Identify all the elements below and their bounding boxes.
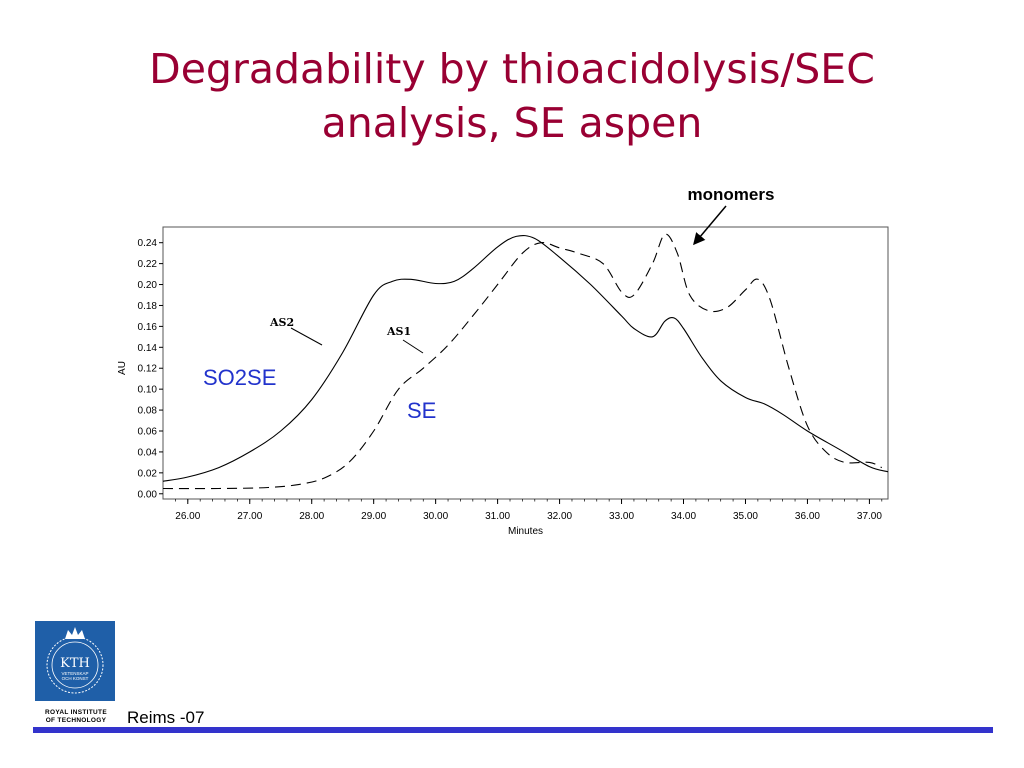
x-tick-label: 34.00: [671, 511, 696, 522]
x-tick-label: 35.00: [733, 511, 758, 522]
logo-caption: ROYAL INSTITUTE OF TECHNOLOGY: [35, 709, 117, 725]
as1-pointer: [402, 339, 424, 354]
y-tick-label: 0.16: [138, 322, 158, 333]
y-tick-label: 0.14: [138, 343, 158, 354]
x-tick-label: 36.00: [795, 511, 820, 522]
x-tick-label: 33.00: [609, 511, 634, 522]
logo-caption-line2: OF TECHNOLOGY: [45, 717, 107, 724]
as1-label: AS1: [386, 325, 411, 338]
x-axis-label: Minutes: [508, 526, 543, 537]
x-tick-label: 29.00: [361, 511, 386, 522]
x-tick-label: 26.00: [175, 511, 200, 522]
logo-caption-line1: ROYAL INSTITUTE: [45, 709, 107, 716]
x-tick-label: 30.00: [423, 511, 448, 522]
y-tick-label: 0.20: [138, 280, 158, 291]
y-tick-label: 0.24: [138, 238, 158, 249]
y-tick-label: 0.22: [138, 259, 158, 270]
y-axis: 0.00 0.02 0.04 0.06 0.08 0.10 0.12 0.14 0.16 0.18…: [138, 238, 163, 500]
monomers-arrow: [693, 205, 727, 246]
y-tick-label: 0.10: [138, 385, 158, 396]
series-group: [162, 233, 889, 490]
se-label: SE: [407, 398, 436, 423]
footer-text: Reims -07: [127, 708, 205, 727]
x-tick-label: 32.00: [547, 511, 572, 522]
x-axis: 26.00 27.00 28.00 29.00 30.00 31.00 32.00 33.00…: [175, 499, 882, 522]
y-tick-label: 0.06: [138, 427, 158, 438]
kth-logo: KTH VETENSKAP OCH KONST: [35, 621, 115, 701]
logo-subtext2: OCH KONST: [62, 676, 89, 681]
x-tick-label: 37.00: [857, 511, 882, 522]
plot-frame: [162, 226, 889, 500]
as2-pointer: [290, 327, 323, 346]
y-tick-label: 0.08: [138, 406, 158, 417]
y-tick-label: 0.04: [138, 447, 158, 458]
x-tick-label: 31.00: [485, 511, 510, 522]
series-line-as2: [162, 234, 889, 482]
so2se-label: SO2SE: [203, 365, 276, 390]
y-axis-label: AU: [117, 361, 128, 375]
as2-label: AS2: [269, 316, 294, 329]
logo-subtext1: VETENSKAP: [61, 671, 88, 676]
page-title-line2: analysis, SE aspen: [321, 99, 703, 147]
monomers-label: monomers: [688, 185, 775, 204]
y-tick-label: 0.12: [138, 364, 158, 375]
logo-text: KTH: [60, 656, 90, 671]
series-line-as1: [162, 233, 883, 490]
bottom-bar: [33, 727, 993, 733]
y-tick-label: 0.02: [138, 468, 158, 479]
page-title: Degradability by thioacidolysis/SEC anal…: [0, 42, 1024, 150]
y-tick-label: 0.18: [138, 301, 158, 312]
x-tick-label: 27.00: [237, 511, 262, 522]
y-tick-label: 0.00: [138, 489, 158, 500]
page-title-line1: Degradability by thioacidolysis/SEC: [149, 45, 875, 93]
x-tick-label: 28.00: [299, 511, 324, 522]
